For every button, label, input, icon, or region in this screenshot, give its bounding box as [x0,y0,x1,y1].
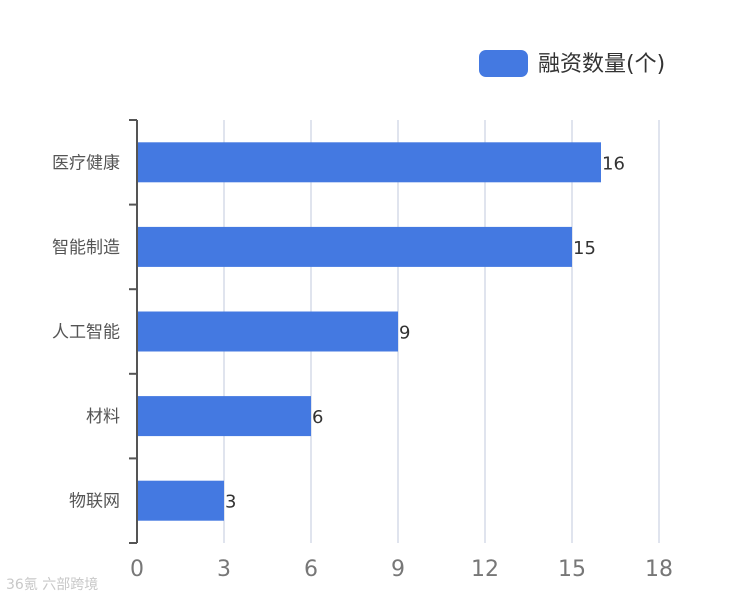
data-label: 6 [312,407,323,428]
bar[interactable] [137,311,398,352]
x-tick-label: 18 [645,557,673,582]
bar[interactable] [137,142,601,183]
category-label: 材料 [86,407,120,427]
x-tick-label: 3 [217,557,231,582]
category-label: 物联网 [69,492,120,512]
legend-swatch [479,50,528,77]
x-tick-labels: 0 3 6 9 12 15 18 [130,557,673,582]
data-label: 9 [399,323,410,344]
data-label: 3 [225,492,236,513]
watermark: 36氪 六部跨境 [6,577,99,593]
x-tick-label: 12 [471,557,499,582]
category-label: 人工智能 [52,323,120,343]
bar[interactable] [137,226,572,267]
legend-label: 融资数量(个) [538,52,665,77]
x-tick-label: 9 [391,557,405,582]
x-tick-label: 15 [558,557,586,582]
bar[interactable] [137,480,224,521]
bar[interactable] [137,396,311,437]
data-label: 15 [573,238,596,259]
axes [129,119,138,544]
category-label: 智能制造 [52,238,120,258]
category-label: 医疗健康 [52,153,120,173]
data-label: 16 [602,153,625,174]
x-tick-label: 0 [130,557,144,582]
bars: 16 15 9 6 3 [137,142,625,521]
legend[interactable]: 融资数量(个) [479,50,665,77]
x-tick-label: 6 [304,557,318,582]
